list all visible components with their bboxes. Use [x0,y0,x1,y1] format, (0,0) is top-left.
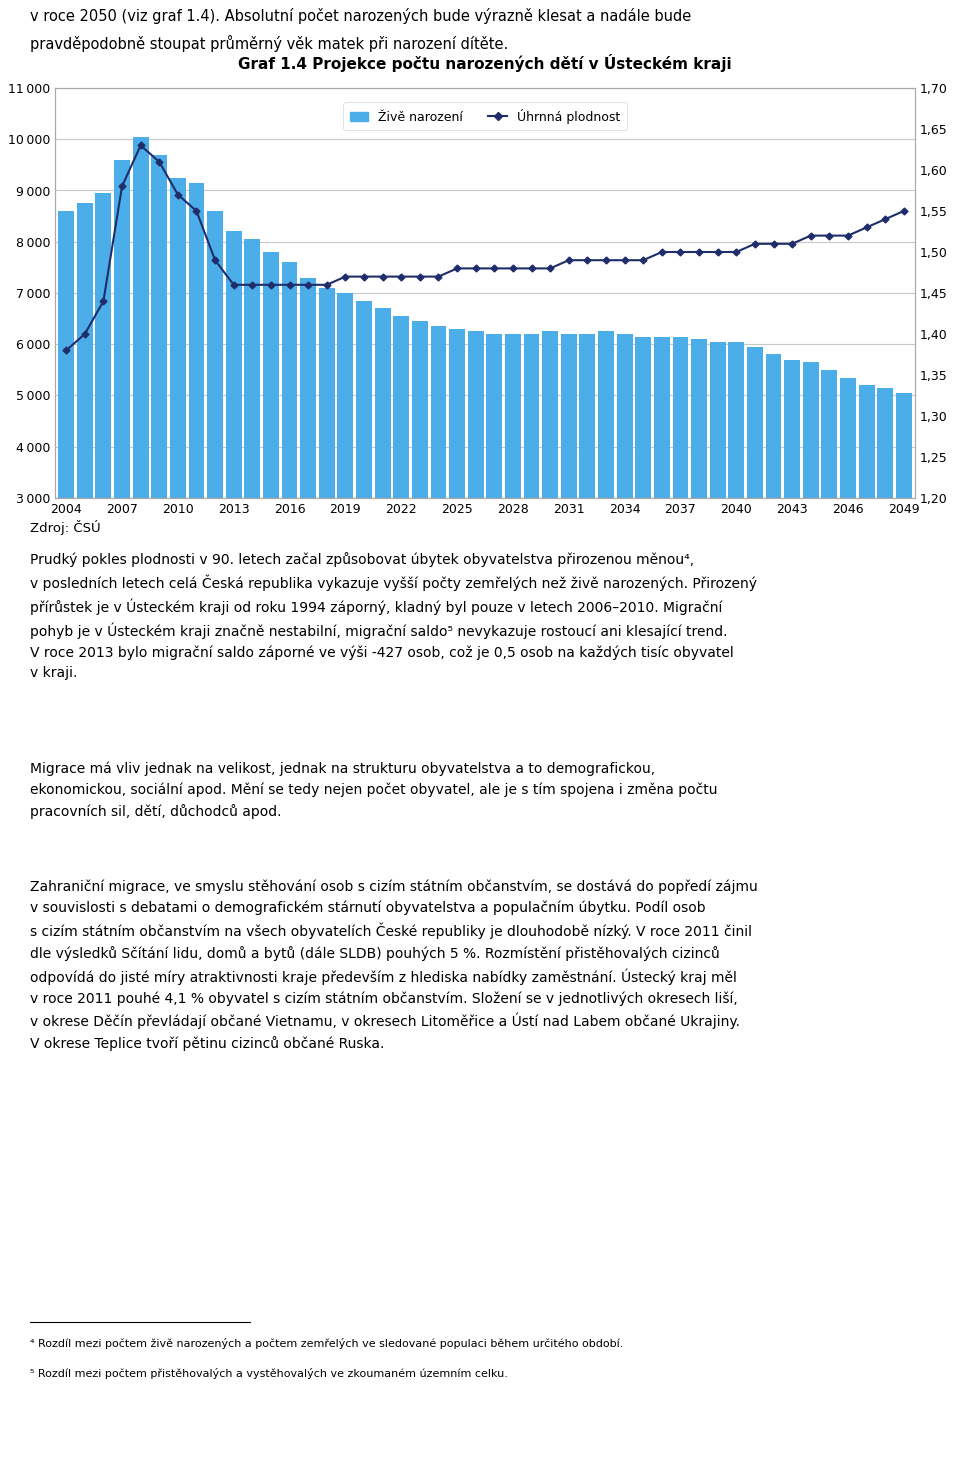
Bar [505,335,521,652]
Bar [394,316,409,652]
Legend: Živě narození, Úhrnná plodnost: Živě narození, Úhrnná plodnost [344,103,627,131]
Bar [636,336,651,652]
Bar [281,263,298,652]
Bar [896,393,912,652]
Text: Prudký pokles plodnosti v 90. letech začal způsobovat úbytek obyvatelstva přiroz: Prudký pokles plodnosti v 90. letech zač… [30,552,757,680]
Bar [132,137,149,652]
Bar [449,329,465,652]
Text: Migrace má vliv jednak na velikost, jednak na strukturu obyvatelstva a to demogr: Migrace má vliv jednak na velikost, jedn… [30,762,717,819]
Bar [709,342,726,652]
Bar [226,232,242,652]
Bar [542,332,558,652]
Bar [188,184,204,652]
Bar [487,335,502,652]
Bar [245,239,260,652]
Bar [747,346,763,652]
Bar [207,211,223,652]
Bar [766,354,781,652]
Bar [77,203,93,652]
Text: Zdroj: ČSÚ: Zdroj: ČSÚ [30,520,101,534]
Bar [729,342,744,652]
Bar [468,332,484,652]
Bar [803,363,819,652]
Bar [319,288,335,652]
Bar [858,385,875,652]
Text: Graf 1.4 Projekce počtu narozených dětí v Ústeckém kraji: Graf 1.4 Projekce počtu narozených dětí … [238,54,732,72]
Bar [784,360,800,652]
Bar [523,335,540,652]
Bar [95,194,111,652]
Bar [561,335,577,652]
Bar [374,308,391,652]
Bar [412,321,428,652]
Text: v roce 2050 (viz graf 1.4). Absolutní počet narozených bude výrazně klesat a nad: v roce 2050 (viz graf 1.4). Absolutní po… [30,7,691,53]
Bar [691,339,707,652]
Bar [170,178,186,652]
Bar [616,335,633,652]
Bar [114,160,130,652]
Bar [59,211,74,652]
Text: ⁴ Rozdíl mezi počtem živě narozených a počtem zemřelých ve sledované populaci bě: ⁴ Rozdíl mezi počtem živě narozených a p… [30,1337,623,1349]
Text: Zahraniční migrace, ve smyslu stěhování osob s cizím státním občanstvím, se dost: Zahraniční migrace, ve smyslu stěhování … [30,879,757,1051]
Bar [152,154,167,652]
Bar [263,252,278,652]
Bar [580,335,595,652]
Bar [598,332,613,652]
Bar [356,301,372,652]
Bar [654,336,670,652]
Bar [877,388,893,652]
Bar [673,336,688,652]
Bar [338,294,353,652]
Text: ⁵ Rozdíl mezi počtem přistěhovalých a vystěhovalých ve zkoumaném územním celku.: ⁵ Rozdíl mezi počtem přistěhovalých a vy… [30,1368,508,1378]
Bar [300,277,316,652]
Bar [840,377,856,652]
Bar [822,370,837,652]
Bar [430,326,446,652]
